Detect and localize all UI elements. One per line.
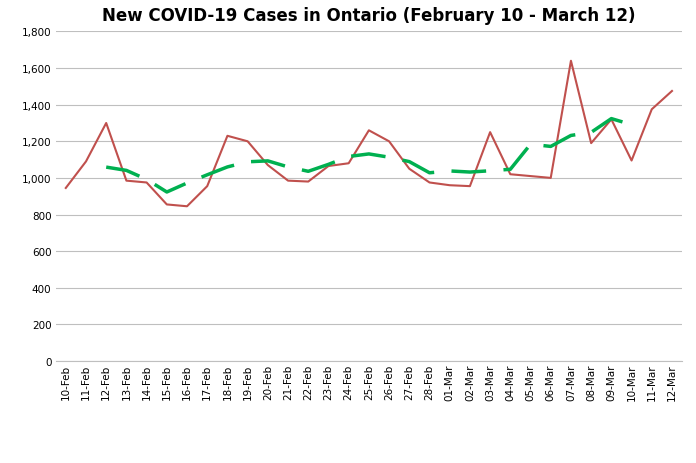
- Title: New COVID-19 Cases in Ontario (February 10 - March 12): New COVID-19 Cases in Ontario (February …: [102, 7, 635, 25]
